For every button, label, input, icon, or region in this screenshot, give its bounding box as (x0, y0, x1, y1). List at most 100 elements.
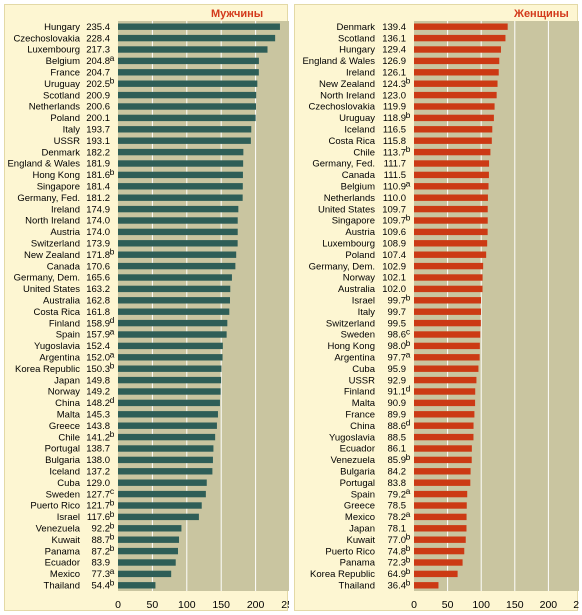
value-label: 181.6 (86, 170, 110, 181)
category-label: Scotland (338, 33, 375, 44)
footnote-mark: a (406, 178, 411, 188)
bar (118, 422, 217, 429)
category-label: USSR (349, 375, 376, 386)
category-label: Germany, Fed. (17, 193, 80, 204)
category-label: Scotland (43, 90, 80, 101)
footnote-mark: b (406, 338, 411, 348)
category-label: Thailand (339, 581, 375, 592)
value-label: 118.9 (383, 113, 406, 124)
footnote-mark: b (406, 292, 411, 302)
bar (118, 582, 156, 589)
value-label: 78.5 (388, 501, 407, 512)
bar (414, 479, 471, 486)
value-label: 148.2 (86, 398, 110, 409)
footnote-mark: b (406, 566, 411, 576)
value-label: 202.5 (86, 79, 110, 90)
category-label: Korea Republic (310, 569, 375, 580)
bar (414, 422, 474, 429)
category-label: North Ireland (25, 216, 80, 227)
x-tick-label: 100 (472, 599, 490, 611)
bar (118, 91, 257, 99)
category-label: Panama (45, 546, 81, 557)
category-label: Switzerland (326, 318, 375, 329)
bar (414, 331, 481, 338)
bar (118, 23, 280, 30)
footnote-mark: d (110, 395, 115, 405)
value-label: 158.9 (86, 318, 110, 329)
bar (118, 262, 236, 270)
category-label: Norway (48, 387, 80, 398)
value-label: 36.4 (388, 581, 407, 592)
value-label: 97.7 (388, 353, 407, 364)
bar (414, 148, 491, 156)
category-label: Singapore (332, 216, 375, 227)
category-label: Argentina (334, 353, 375, 364)
bar (414, 376, 477, 384)
value-label: 149.8 (86, 375, 110, 386)
value-label: 102.1 (382, 273, 406, 284)
category-label: Costa Rica (329, 136, 376, 147)
footnote-mark: b (110, 543, 115, 553)
bar (414, 433, 474, 441)
footnote-mark: b (110, 167, 115, 177)
value-label: 102.0 (382, 284, 406, 295)
category-label: Switzerland (31, 239, 80, 250)
footnote-mark: a (110, 53, 115, 63)
value-label: 204.8 (86, 56, 110, 67)
category-label: Italy (358, 307, 376, 318)
value-label: 145.3 (86, 410, 110, 421)
category-label: Iceland (49, 467, 80, 478)
value-label: 84.2 (388, 467, 407, 478)
value-label: 143.8 (86, 421, 110, 432)
bar (414, 365, 479, 372)
bar (414, 582, 439, 589)
category-label: Czechoslovakia (308, 102, 375, 113)
bar (118, 319, 228, 327)
category-label: Korea Republic (15, 364, 80, 375)
value-label: 116.5 (383, 125, 406, 136)
bar (118, 297, 231, 304)
footnote-mark: b (110, 520, 115, 530)
category-label: North Ireland (320, 90, 375, 101)
category-label: Yugoslavia (34, 341, 81, 352)
category-label: New Zealand (319, 79, 375, 90)
category-label: United States (23, 284, 80, 295)
category-label: Chile (58, 432, 80, 443)
bar (414, 570, 458, 578)
category-label: USSR (54, 136, 81, 147)
bar (414, 103, 495, 110)
bar (414, 456, 472, 464)
bar (118, 80, 258, 87)
footnote-mark: c (406, 327, 411, 337)
footnote-mark: b (110, 498, 115, 508)
value-label: 90.9 (388, 398, 407, 409)
x-tick-label: 50 (442, 599, 454, 611)
bar (414, 308, 481, 315)
bar (118, 205, 239, 213)
value-label: 110.9 (383, 182, 406, 193)
bar (414, 274, 483, 281)
category-label: Chile (353, 147, 375, 158)
value-label: 157.9 (86, 330, 110, 341)
category-label: Germany, Dem. (309, 261, 375, 272)
bar (414, 69, 499, 76)
bar (414, 228, 488, 236)
category-label: Portugal (340, 478, 375, 489)
footnote-mark: b (406, 532, 411, 542)
category-label: Venezuela (331, 455, 376, 466)
category-label: Luxembourg (27, 45, 80, 56)
bar (118, 160, 244, 167)
value-label: 161.8 (86, 307, 110, 318)
bar (414, 445, 472, 452)
bar (118, 376, 222, 384)
value-label: 109.7 (382, 216, 406, 227)
bar (118, 433, 216, 441)
footnote-mark: a (110, 566, 115, 576)
bar (414, 46, 501, 53)
category-label: Hungary (44, 22, 80, 33)
value-label: 109.6 (382, 227, 406, 238)
category-label: Belgium (341, 182, 375, 193)
footnote-mark: a (110, 349, 115, 359)
category-label: Mexico (50, 569, 80, 580)
value-label: 163.2 (86, 284, 110, 295)
